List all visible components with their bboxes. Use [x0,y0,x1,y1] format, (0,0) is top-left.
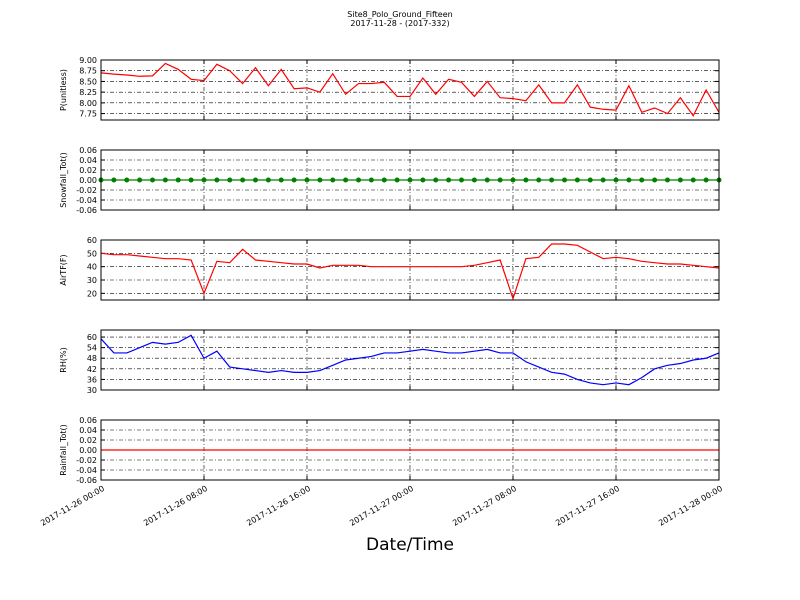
y-tick-label: 0.02 [79,436,97,445]
data-point [677,177,683,183]
y-tick-label: 54 [87,344,97,353]
data-line [100,334,720,386]
y-axis-label: Snowfall_Tot() [59,152,68,208]
data-point [317,177,323,183]
data-point [536,177,542,183]
y-tick-label: 0.02 [79,166,97,175]
y-tick-label: -0.06 [76,476,97,485]
y-tick-label: 30 [87,276,97,285]
data-point [639,177,645,183]
axes-frame [100,419,720,481]
data-point [446,177,452,183]
y-tick-label: 0.04 [79,426,97,435]
y-tick-label: -0.02 [76,456,97,465]
y-tick-label: 40 [87,263,97,272]
data-point [214,177,220,183]
data-point [574,177,580,183]
y-axis-label: Rainfall_Tot() [59,424,68,476]
y-tick-label: 36 [87,375,97,384]
data-point [111,177,117,183]
data-point [652,177,658,183]
data-point [201,177,207,183]
y-tick-label: 8.50 [79,77,97,86]
data-point [665,177,670,183]
data-point [150,177,155,183]
data-point [330,177,336,183]
y-tick-label: 0.00 [79,176,97,185]
y-tick-label: 0.00 [79,446,97,455]
data-point [690,177,696,183]
y-tick-label: 8.00 [79,99,97,108]
data-point [240,177,246,183]
data-point [162,177,168,183]
data-point [343,177,349,183]
y-axis-label: AirTF(F) [59,254,68,285]
data-point [278,177,284,183]
data-point [459,177,464,183]
data-point [523,177,529,183]
data-point [703,177,709,183]
y-tick-label: 8.75 [79,67,97,76]
data-point [433,177,439,183]
y-tick-label: 20 [87,289,97,298]
data-point [368,177,374,183]
data-point [227,177,233,183]
data-line [100,62,720,117]
data-point [613,177,619,183]
y-tick-label: 8.25 [79,88,97,97]
y-tick-label: 9.00 [79,56,97,65]
y-tick-label: -0.04 [76,196,97,205]
axes-frame [100,239,720,301]
data-point [562,177,567,183]
figure-subtitle: 2017-11-28 - (2017-332) [350,19,449,28]
data-point [124,177,130,183]
y-tick-label: 50 [87,249,97,258]
data-point [510,177,516,183]
data-point [484,177,490,183]
data-point [356,177,361,183]
y-tick-label: -0.06 [76,206,97,215]
data-point [471,177,477,183]
data-point [253,177,258,183]
data-point [137,177,143,183]
x-axis-label: Date/Time [366,535,454,555]
data-point [175,177,181,183]
y-tick-label: 48 [87,354,97,363]
axes-frame [100,149,720,211]
figure-title: Site8_Polo_Ground_Fifteen [347,10,452,19]
data-point [381,177,387,183]
data-point [497,177,503,183]
data-point [265,177,271,183]
data-point [394,177,400,183]
y-tick-label: 30 [87,386,97,395]
y-tick-label: -0.02 [76,186,97,195]
y-tick-label: 7.75 [79,110,97,119]
y-axis-label: RH(%) [59,347,68,372]
data-point [188,177,194,183]
y-tick-label: 0.06 [79,146,97,155]
data-line [100,243,720,301]
y-tick-label: -0.04 [76,466,97,475]
data-point [600,177,606,183]
y-tick-label: 60 [87,333,97,342]
axes-frame [100,329,720,391]
data-point [407,177,413,183]
y-tick-label: 60 [87,236,97,245]
data-point [587,177,593,183]
data-point [549,177,555,183]
data-point [626,177,632,183]
data-point [304,177,310,183]
y-tick-label: 42 [87,365,97,374]
y-tick-label: 0.04 [79,156,97,165]
data-point [420,177,426,183]
axes-frame [100,59,720,121]
y-axis-label: P(unitless) [59,69,68,111]
data-point [291,177,297,183]
y-tick-label: 0.06 [79,416,97,425]
